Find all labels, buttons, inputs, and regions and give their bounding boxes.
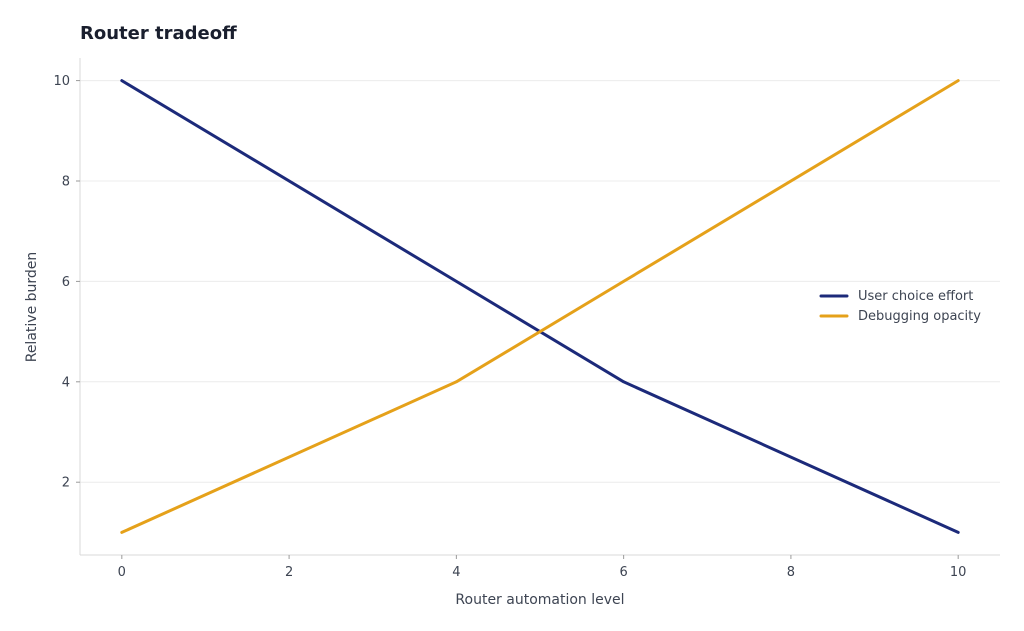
x-tick-label-0: 0 bbox=[118, 565, 126, 580]
y-axis-ticks: 2 4 6 8 10 bbox=[53, 74, 80, 491]
x-axis-label: Router automation level bbox=[455, 592, 624, 608]
x-tick-label-6: 6 bbox=[619, 565, 627, 580]
x-tick-label-8: 8 bbox=[787, 565, 795, 580]
legend-label-user-choice-effort: User choice effort bbox=[858, 289, 973, 304]
legend-label-debugging-opacity: Debugging opacity bbox=[858, 309, 981, 324]
x-axis-ticks: 0 2 4 6 8 10 bbox=[118, 555, 967, 580]
chart-title: Router tradeoff bbox=[80, 23, 237, 44]
y-tick-label-6: 6 bbox=[62, 275, 70, 290]
series-line-user-choice-effort bbox=[120, 79, 960, 534]
x-tick-label-4: 4 bbox=[452, 565, 460, 580]
series-lines bbox=[120, 79, 960, 534]
grid-lines bbox=[80, 80, 1000, 483]
x-tick-label-10: 10 bbox=[950, 565, 967, 580]
y-tick-label-10: 10 bbox=[53, 74, 70, 89]
y-axis-label: Relative burden bbox=[24, 252, 40, 363]
y-tick-label-4: 4 bbox=[62, 375, 70, 390]
legend: User choice effort Debugging opacity bbox=[819, 289, 981, 324]
y-tick-label-8: 8 bbox=[62, 174, 70, 189]
y-tick-label-2: 2 bbox=[62, 476, 70, 491]
series-line-debugging-opacity bbox=[120, 79, 960, 534]
axes bbox=[79, 58, 1000, 556]
x-tick-label-2: 2 bbox=[285, 565, 293, 580]
